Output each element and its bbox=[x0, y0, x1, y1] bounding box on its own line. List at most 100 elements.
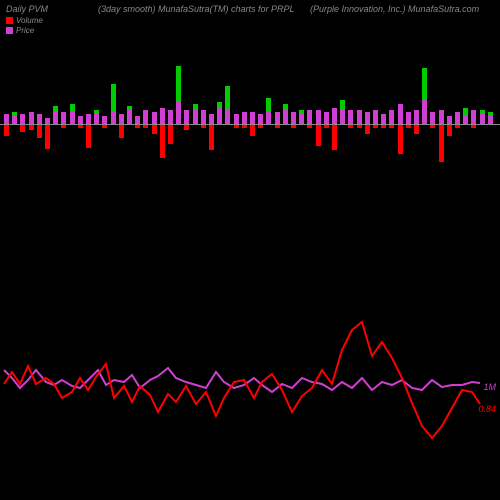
volume-pink-bar bbox=[447, 116, 452, 124]
volume-body-bar bbox=[225, 86, 230, 110]
volume-body-bar bbox=[217, 102, 222, 108]
volume-body-bar bbox=[70, 104, 75, 112]
volume-pink-bar bbox=[266, 112, 271, 124]
legend-color-box bbox=[6, 17, 13, 24]
volume-body-bar bbox=[209, 124, 214, 150]
volume-pink-bar bbox=[143, 110, 148, 124]
volume-pink-bar bbox=[78, 116, 83, 124]
volume-pink-bar bbox=[471, 110, 476, 124]
header-center-label: (3day smooth) MunafaSutra(TM) charts for… bbox=[98, 4, 295, 14]
volume-pink-bar bbox=[275, 112, 280, 124]
volume-body-bar bbox=[316, 124, 321, 146]
volume-pink-bar bbox=[406, 112, 411, 124]
header-right-label: (Purple Innovation, Inc.) MunafaSutra.co… bbox=[310, 4, 479, 14]
volume-pink-bar bbox=[168, 110, 173, 124]
volume-pink-bar bbox=[86, 114, 91, 124]
volume-body-bar bbox=[480, 110, 485, 114]
volume-pink-bar bbox=[389, 110, 394, 124]
volume-bar-chart bbox=[0, 100, 500, 220]
volume-body-bar bbox=[86, 124, 91, 148]
price-line-chart: 1M 0.84 bbox=[0, 310, 500, 480]
volume-pink-bar bbox=[37, 114, 42, 124]
volume-body-bar bbox=[365, 124, 370, 134]
volume-pink-bar bbox=[439, 110, 444, 124]
volume-body-bar bbox=[439, 124, 444, 162]
volume-body-bar bbox=[488, 112, 493, 116]
volume-body-bar bbox=[168, 124, 173, 144]
volume-pink-bar bbox=[283, 110, 288, 124]
volume-pink-bar bbox=[480, 114, 485, 124]
volume-body-bar bbox=[4, 124, 9, 136]
volume-pink-bar bbox=[160, 108, 165, 124]
volume-pink-bar bbox=[258, 114, 263, 124]
volume-body-bar bbox=[332, 124, 337, 150]
volume-pink-bar bbox=[422, 100, 427, 124]
volume-body-bar bbox=[340, 100, 345, 110]
legend: VolumePrice bbox=[6, 16, 43, 36]
volume-pink-bar bbox=[250, 112, 255, 124]
volume-pink-bar bbox=[217, 108, 222, 124]
volume-body-bar bbox=[45, 124, 50, 149]
volume-pink-bar bbox=[291, 112, 296, 124]
volume-pink-bar bbox=[20, 114, 25, 124]
volume-body-bar bbox=[119, 124, 124, 138]
header-left-label: Daily PVM bbox=[6, 4, 48, 14]
volume-body-bar bbox=[422, 68, 427, 100]
volume-body-bar bbox=[193, 104, 198, 110]
volume-pink-bar bbox=[455, 112, 460, 124]
volume-pink-bar bbox=[414, 110, 419, 124]
volume-body-bar bbox=[127, 106, 132, 110]
volume-pink-bar bbox=[119, 114, 124, 124]
volume-body-bar bbox=[299, 110, 304, 114]
volume-pink-bar bbox=[463, 116, 468, 124]
volume-body-bar bbox=[160, 124, 165, 158]
volume-body-bar bbox=[398, 124, 403, 154]
volume-pink-bar bbox=[340, 110, 345, 124]
volume-pink-bar bbox=[242, 112, 247, 124]
legend-label: Volume bbox=[16, 16, 43, 25]
y-axis-label: 1M bbox=[483, 382, 496, 392]
volume-body-bar bbox=[266, 98, 271, 112]
line-chart-svg bbox=[0, 310, 500, 480]
y-axis-label: 0.84 bbox=[478, 404, 496, 414]
volume-body-bar bbox=[94, 110, 99, 114]
volume-body-bar bbox=[12, 112, 17, 116]
volume-pink-bar bbox=[152, 112, 157, 124]
volume-pink-bar bbox=[398, 104, 403, 124]
volume-pink-bar bbox=[234, 114, 239, 124]
volume-pink-bar bbox=[357, 110, 362, 124]
volume-body-bar bbox=[20, 124, 25, 132]
legend-label: Price bbox=[16, 26, 34, 35]
legend-color-box bbox=[6, 27, 13, 34]
volume-pink-bar bbox=[127, 110, 132, 124]
volume-pink-bar bbox=[488, 116, 493, 124]
volume-pink-bar bbox=[70, 112, 75, 124]
volume-pink-bar bbox=[209, 114, 214, 124]
volume-pink-bar bbox=[332, 108, 337, 124]
volume-pink-bar bbox=[176, 102, 181, 124]
volume-body-bar bbox=[176, 66, 181, 102]
volume-pink-bar bbox=[29, 112, 34, 124]
volume-pink-bar bbox=[184, 110, 189, 124]
volume-pink-bar bbox=[53, 112, 58, 124]
volume-pink-bar bbox=[111, 112, 116, 124]
volume-body-bar bbox=[283, 104, 288, 110]
volume-pink-bar bbox=[94, 114, 99, 124]
volume-body-bar bbox=[111, 84, 116, 112]
volume-body-bar bbox=[250, 124, 255, 136]
bar-container bbox=[0, 100, 500, 220]
volume-pink-bar bbox=[307, 110, 312, 124]
legend-item: Volume bbox=[6, 16, 43, 25]
volume-pink-bar bbox=[373, 110, 378, 124]
legend-item: Price bbox=[6, 26, 43, 35]
volume-pink-bar bbox=[299, 114, 304, 124]
volume-pink-bar bbox=[324, 112, 329, 124]
volume-pink-bar bbox=[135, 116, 140, 124]
volume-body-bar bbox=[53, 106, 58, 112]
volume-pink-bar bbox=[381, 114, 386, 124]
volume-pink-bar bbox=[365, 112, 370, 124]
line-series bbox=[4, 322, 480, 438]
volume-body-bar bbox=[447, 124, 452, 136]
volume-pink-bar bbox=[4, 114, 9, 124]
volume-body-bar bbox=[37, 124, 42, 138]
